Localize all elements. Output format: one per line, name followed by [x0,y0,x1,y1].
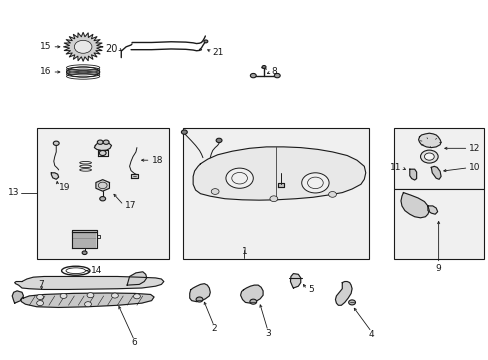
Circle shape [348,300,355,305]
Text: 19: 19 [59,183,70,192]
Circle shape [60,293,67,298]
Polygon shape [193,147,365,200]
Polygon shape [290,274,300,288]
Text: 11: 11 [388,163,400,172]
Bar [393,189,483,259]
Polygon shape [240,285,263,303]
Polygon shape [400,193,428,218]
Circle shape [99,150,106,156]
Circle shape [84,302,91,307]
Bar [393,128,483,189]
Circle shape [87,293,94,298]
Circle shape [250,73,256,78]
Text: 16: 16 [40,68,51,77]
Polygon shape [72,232,97,248]
Text: 17: 17 [124,201,136,210]
Circle shape [37,301,43,306]
Circle shape [203,40,207,43]
Polygon shape [98,150,107,156]
Circle shape [269,196,277,202]
Polygon shape [418,133,440,148]
Circle shape [420,150,437,163]
Text: 6: 6 [131,338,137,347]
Circle shape [262,66,265,68]
Circle shape [82,251,87,255]
Circle shape [74,40,92,53]
Polygon shape [127,272,146,285]
Circle shape [111,293,118,298]
Polygon shape [409,169,416,180]
Text: 15: 15 [40,42,51,51]
Text: 10: 10 [468,163,480,172]
Circle shape [301,173,328,193]
Text: 21: 21 [212,48,224,57]
Polygon shape [12,291,23,303]
Polygon shape [430,166,440,179]
Text: 13: 13 [8,188,20,197]
Polygon shape [15,276,163,289]
Polygon shape [72,230,97,232]
Circle shape [249,299,256,304]
Circle shape [216,138,222,143]
Polygon shape [189,284,210,302]
Text: 4: 4 [368,330,374,338]
Polygon shape [427,206,437,214]
Polygon shape [94,142,111,150]
Circle shape [37,294,43,300]
Circle shape [103,140,109,144]
Text: 20: 20 [105,44,117,54]
Text: 14: 14 [90,266,102,275]
Polygon shape [96,180,109,191]
Circle shape [196,297,203,302]
Circle shape [328,192,336,197]
Circle shape [100,197,105,201]
Circle shape [274,73,280,78]
Text: 9: 9 [435,264,441,273]
Text: 18: 18 [151,156,163,165]
Circle shape [424,153,433,160]
Text: 7: 7 [39,280,44,289]
Bar [183,128,368,259]
Polygon shape [278,183,284,187]
Circle shape [133,294,140,299]
Text: 1: 1 [241,248,247,256]
Polygon shape [131,174,138,178]
Polygon shape [51,173,59,179]
Circle shape [225,168,253,188]
Circle shape [211,189,219,194]
Circle shape [53,141,59,145]
Text: 2: 2 [211,324,217,333]
Polygon shape [335,282,351,305]
Text: 12: 12 [468,144,480,153]
Text: 5: 5 [307,285,313,294]
Circle shape [97,140,103,144]
Text: 8: 8 [271,68,277,77]
Text: 3: 3 [264,328,270,338]
Bar [37,128,168,259]
Polygon shape [20,293,154,307]
Polygon shape [63,32,102,61]
Circle shape [181,130,187,134]
